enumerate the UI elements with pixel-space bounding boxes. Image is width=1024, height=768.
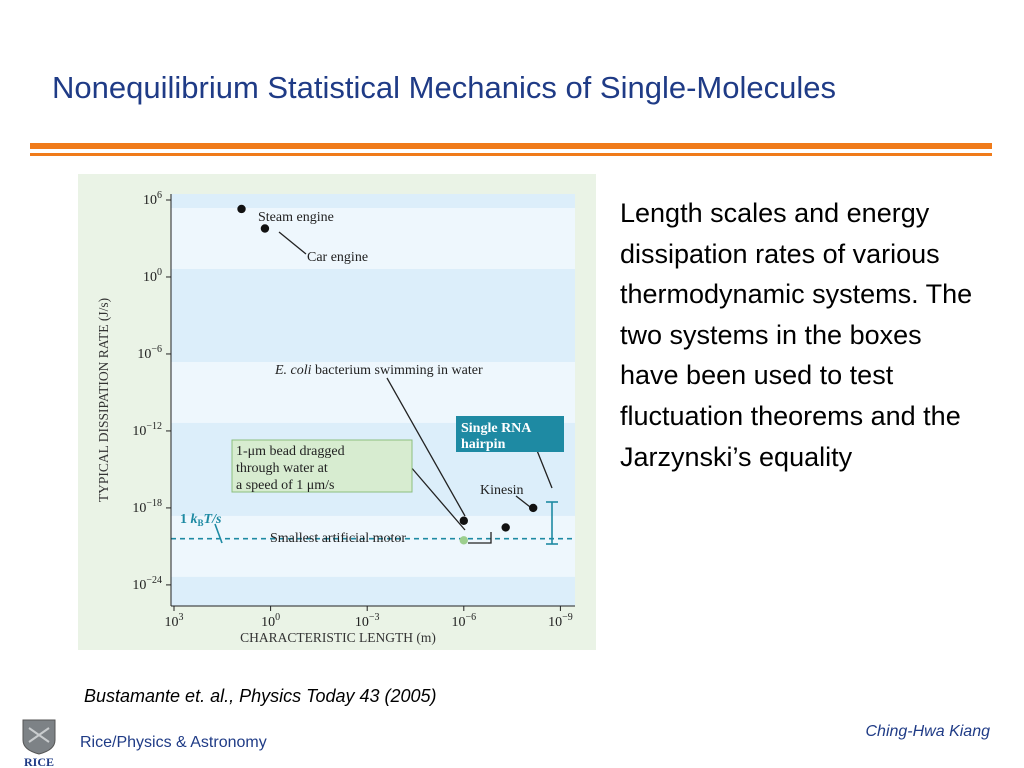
rna-leader-line bbox=[535, 447, 553, 489]
x-tick-label: 10−3 bbox=[355, 612, 380, 630]
y-tick-label: 10−18 bbox=[132, 498, 162, 516]
y-tick-label: 10−6 bbox=[137, 344, 162, 362]
bead-label-line2: through water at bbox=[236, 461, 328, 476]
ecoli-italic: E. coli bbox=[274, 363, 312, 378]
smallest-motor-label: Smallest artificial motor bbox=[270, 531, 406, 546]
x-tick-label: 10−6 bbox=[451, 612, 476, 630]
rice-logo-icon: RICE bbox=[22, 719, 56, 768]
point-steam-engine bbox=[237, 204, 246, 214]
rna-hairpin-box bbox=[456, 416, 564, 452]
y-tick-label: 100 bbox=[143, 267, 162, 285]
y-tick-label: 10−24 bbox=[132, 575, 162, 593]
author-footer: Ching-Hwa Kiang bbox=[865, 723, 990, 740]
point-smallest-artificial-motor bbox=[501, 523, 510, 532]
kbt-label: 1 kBT/s bbox=[180, 512, 222, 528]
kinesin-label: Kinesin bbox=[480, 483, 524, 498]
point-car-engine bbox=[260, 224, 270, 233]
energy-bracket bbox=[546, 501, 558, 545]
rna-label-line2: hairpin bbox=[461, 437, 506, 452]
y-tick-label: 106 bbox=[143, 190, 162, 208]
citation: Bustamante et. al., Physics Today 43 (20… bbox=[84, 686, 437, 706]
x-tick-label: 103 bbox=[165, 612, 184, 630]
y-axis-label: TYPICAL DISSIPATION RATE (J/s) bbox=[96, 298, 111, 502]
point-kinesin bbox=[528, 503, 538, 513]
x-tick-label: 10−9 bbox=[548, 612, 573, 630]
ecoli-leader-line bbox=[386, 377, 466, 517]
department-footer: Rice/Physics & Astronomy bbox=[80, 734, 267, 751]
point-1-m-bead-dragged-through-water-at-a-speed-of-1-m-s bbox=[459, 536, 468, 545]
bead-leader-line bbox=[409, 465, 466, 531]
chart-panel: 106 100 10−6 10−12 10−18 10−24 103 100 10−3 10−6… bbox=[78, 174, 596, 650]
car-leader-line bbox=[278, 231, 307, 255]
bead-label-line1: 1-μm bead dragged bbox=[236, 444, 345, 459]
orange-divider-thin bbox=[30, 153, 992, 156]
ecoli-label: E. coli bacterium swimming in water bbox=[274, 363, 483, 378]
x-tick-label: 100 bbox=[261, 612, 280, 630]
x-axis-label: CHARACTERISTIC LENGTH (m) bbox=[240, 630, 436, 645]
bead-label-line3: a speed of 1 μm/s bbox=[236, 478, 335, 493]
bead-box bbox=[231, 439, 413, 493]
orange-divider-thick bbox=[30, 143, 992, 149]
plot-band bbox=[171, 361, 575, 423]
rna-label-line1: Single RNA bbox=[461, 421, 532, 436]
motor-leader-line bbox=[468, 532, 492, 544]
steam-engine-label: Steam engine bbox=[258, 210, 334, 225]
slide-title: Nonequilibrium Statistical Mechanics of … bbox=[52, 70, 836, 105]
dissipation-chart: 106 100 10−6 10−12 10−18 10−24 103 100 10−3 10−6… bbox=[96, 190, 575, 645]
kbt-pointer bbox=[214, 523, 223, 544]
y-tick-label: 10−12 bbox=[132, 421, 162, 439]
ecoli-rest: bacterium swimming in water bbox=[312, 363, 483, 378]
point-e-coli-bacterium-swimming-in-water bbox=[459, 516, 468, 525]
plot-band bbox=[171, 208, 575, 269]
rice-logo-text: RICE bbox=[24, 755, 54, 768]
car-engine-label: Car engine bbox=[307, 250, 368, 265]
slide-description: Length scales and energy dissipation rat… bbox=[620, 198, 973, 472]
plot-band bbox=[171, 515, 575, 577]
